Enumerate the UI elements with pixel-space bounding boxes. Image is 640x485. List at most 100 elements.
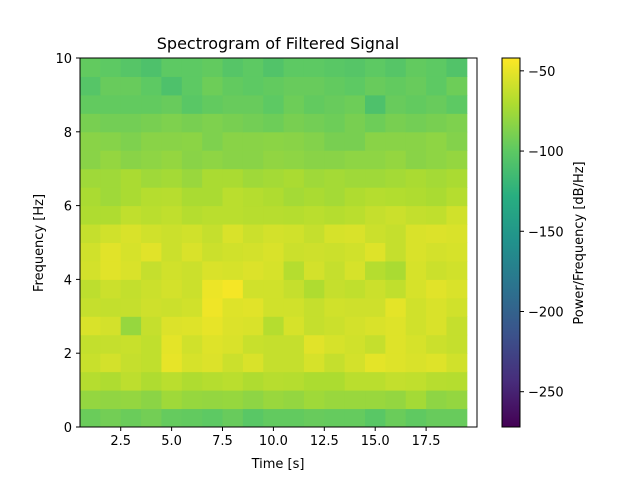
heatmap-cell xyxy=(141,187,162,207)
heatmap-cell xyxy=(405,334,427,354)
heatmap-cell xyxy=(405,150,427,170)
heatmap-cell xyxy=(141,168,162,188)
heatmap-cell xyxy=(141,334,162,354)
heatmap-cell xyxy=(365,113,386,133)
heatmap-cell xyxy=(120,113,142,133)
heatmap-cell xyxy=(100,187,122,207)
heatmap-cell xyxy=(263,76,285,96)
heatmap-cell xyxy=(120,150,142,170)
y-tick-label: 2 xyxy=(64,347,72,362)
heatmap-cell xyxy=(426,76,447,96)
heatmap-cell xyxy=(344,279,366,299)
heatmap-cell xyxy=(283,94,305,114)
heatmap-cell xyxy=(385,224,407,243)
heatmap-cell xyxy=(303,76,325,96)
heatmap-cell xyxy=(344,297,366,317)
heatmap-cell xyxy=(80,113,101,133)
heatmap-cell xyxy=(100,150,122,170)
heatmap-cell xyxy=(242,131,264,151)
heatmap-cell xyxy=(100,242,122,262)
heatmap-cell xyxy=(181,187,203,207)
heatmap-cell xyxy=(303,334,325,354)
heatmap-cell xyxy=(242,371,264,391)
heatmap-cell xyxy=(283,297,305,317)
heatmap-cell xyxy=(426,260,447,280)
heatmap-cell xyxy=(161,316,183,336)
y-tick-label: 10 xyxy=(55,52,72,67)
heatmap-cell xyxy=(405,168,427,188)
heatmap-cell xyxy=(80,187,101,207)
heatmap-cell xyxy=(100,371,122,391)
heatmap-cell xyxy=(242,316,264,336)
heatmap-cell xyxy=(100,353,122,373)
heatmap-cell xyxy=(161,168,183,188)
heatmap-cell xyxy=(405,408,427,428)
heatmap-cell xyxy=(202,260,224,280)
heatmap-cell xyxy=(263,58,285,77)
heatmap-cell xyxy=(283,371,305,391)
heatmap-cell xyxy=(263,371,285,391)
heatmap-cell xyxy=(344,131,366,151)
heatmap-cell xyxy=(324,76,346,96)
colorbar-tick-label: −200 xyxy=(528,305,564,320)
heatmap-cell xyxy=(242,260,264,280)
heatmap-cell xyxy=(365,279,386,299)
heatmap-cell xyxy=(446,113,468,133)
heatmap-cell xyxy=(426,334,447,354)
heatmap-cell xyxy=(324,408,346,428)
heatmap-cell xyxy=(161,58,183,77)
heatmap-cell xyxy=(100,205,122,225)
heatmap-cell xyxy=(324,390,346,410)
heatmap-cell xyxy=(181,150,203,170)
heatmap-cell xyxy=(161,76,183,96)
heatmap-cell xyxy=(120,76,142,96)
heatmap-cell xyxy=(385,371,407,391)
heatmap-cell xyxy=(161,390,183,410)
heatmap-cell xyxy=(303,187,325,207)
heatmap-cell xyxy=(161,131,183,151)
heatmap-cell xyxy=(263,334,285,354)
x-tick-label: 12.5 xyxy=(310,434,339,449)
heatmap-cell xyxy=(324,168,346,188)
heatmap-cell xyxy=(426,168,447,188)
heatmap-cell xyxy=(385,187,407,207)
heatmap-cell xyxy=(120,131,142,151)
heatmap-cell xyxy=(344,205,366,225)
heatmap-cell xyxy=(161,334,183,354)
heatmap-cell xyxy=(120,242,142,262)
heatmap-cell xyxy=(405,131,427,151)
heatmap-cell xyxy=(263,279,285,299)
heatmap-cell xyxy=(405,316,427,336)
heatmap-cell xyxy=(263,205,285,225)
heatmap-cell xyxy=(263,297,285,317)
heatmap-cell xyxy=(446,297,468,317)
heatmap-cell xyxy=(242,297,264,317)
heatmap-cell xyxy=(303,316,325,336)
heatmap-cell xyxy=(100,224,122,243)
heatmap-cell xyxy=(263,187,285,207)
heatmap-cell xyxy=(405,205,427,225)
heatmap-cell xyxy=(80,94,101,114)
heatmap-cell xyxy=(181,224,203,243)
heatmap-cell xyxy=(446,334,468,354)
heatmap-cell xyxy=(181,334,203,354)
heatmap-cell xyxy=(222,113,244,133)
chart-title: Spectrogram of Filtered Signal xyxy=(157,34,399,53)
heatmap-cell xyxy=(141,205,162,225)
heatmap-cell xyxy=(446,168,468,188)
heatmap-cell xyxy=(324,58,346,77)
heatmap-cell xyxy=(405,353,427,373)
heatmap-cell xyxy=(263,150,285,170)
heatmap-cell xyxy=(446,390,468,410)
heatmap-cell xyxy=(80,316,101,336)
heatmap-cell xyxy=(405,76,427,96)
heatmap-cell xyxy=(385,353,407,373)
heatmap-cell xyxy=(405,390,427,410)
heatmap-cell xyxy=(303,58,325,77)
heatmap-cell xyxy=(344,316,366,336)
heatmap-cell xyxy=(181,205,203,225)
heatmap-cells xyxy=(80,58,468,428)
heatmap-cell xyxy=(242,187,264,207)
colorbar-frame xyxy=(501,57,521,428)
heatmap-cell xyxy=(283,205,305,225)
